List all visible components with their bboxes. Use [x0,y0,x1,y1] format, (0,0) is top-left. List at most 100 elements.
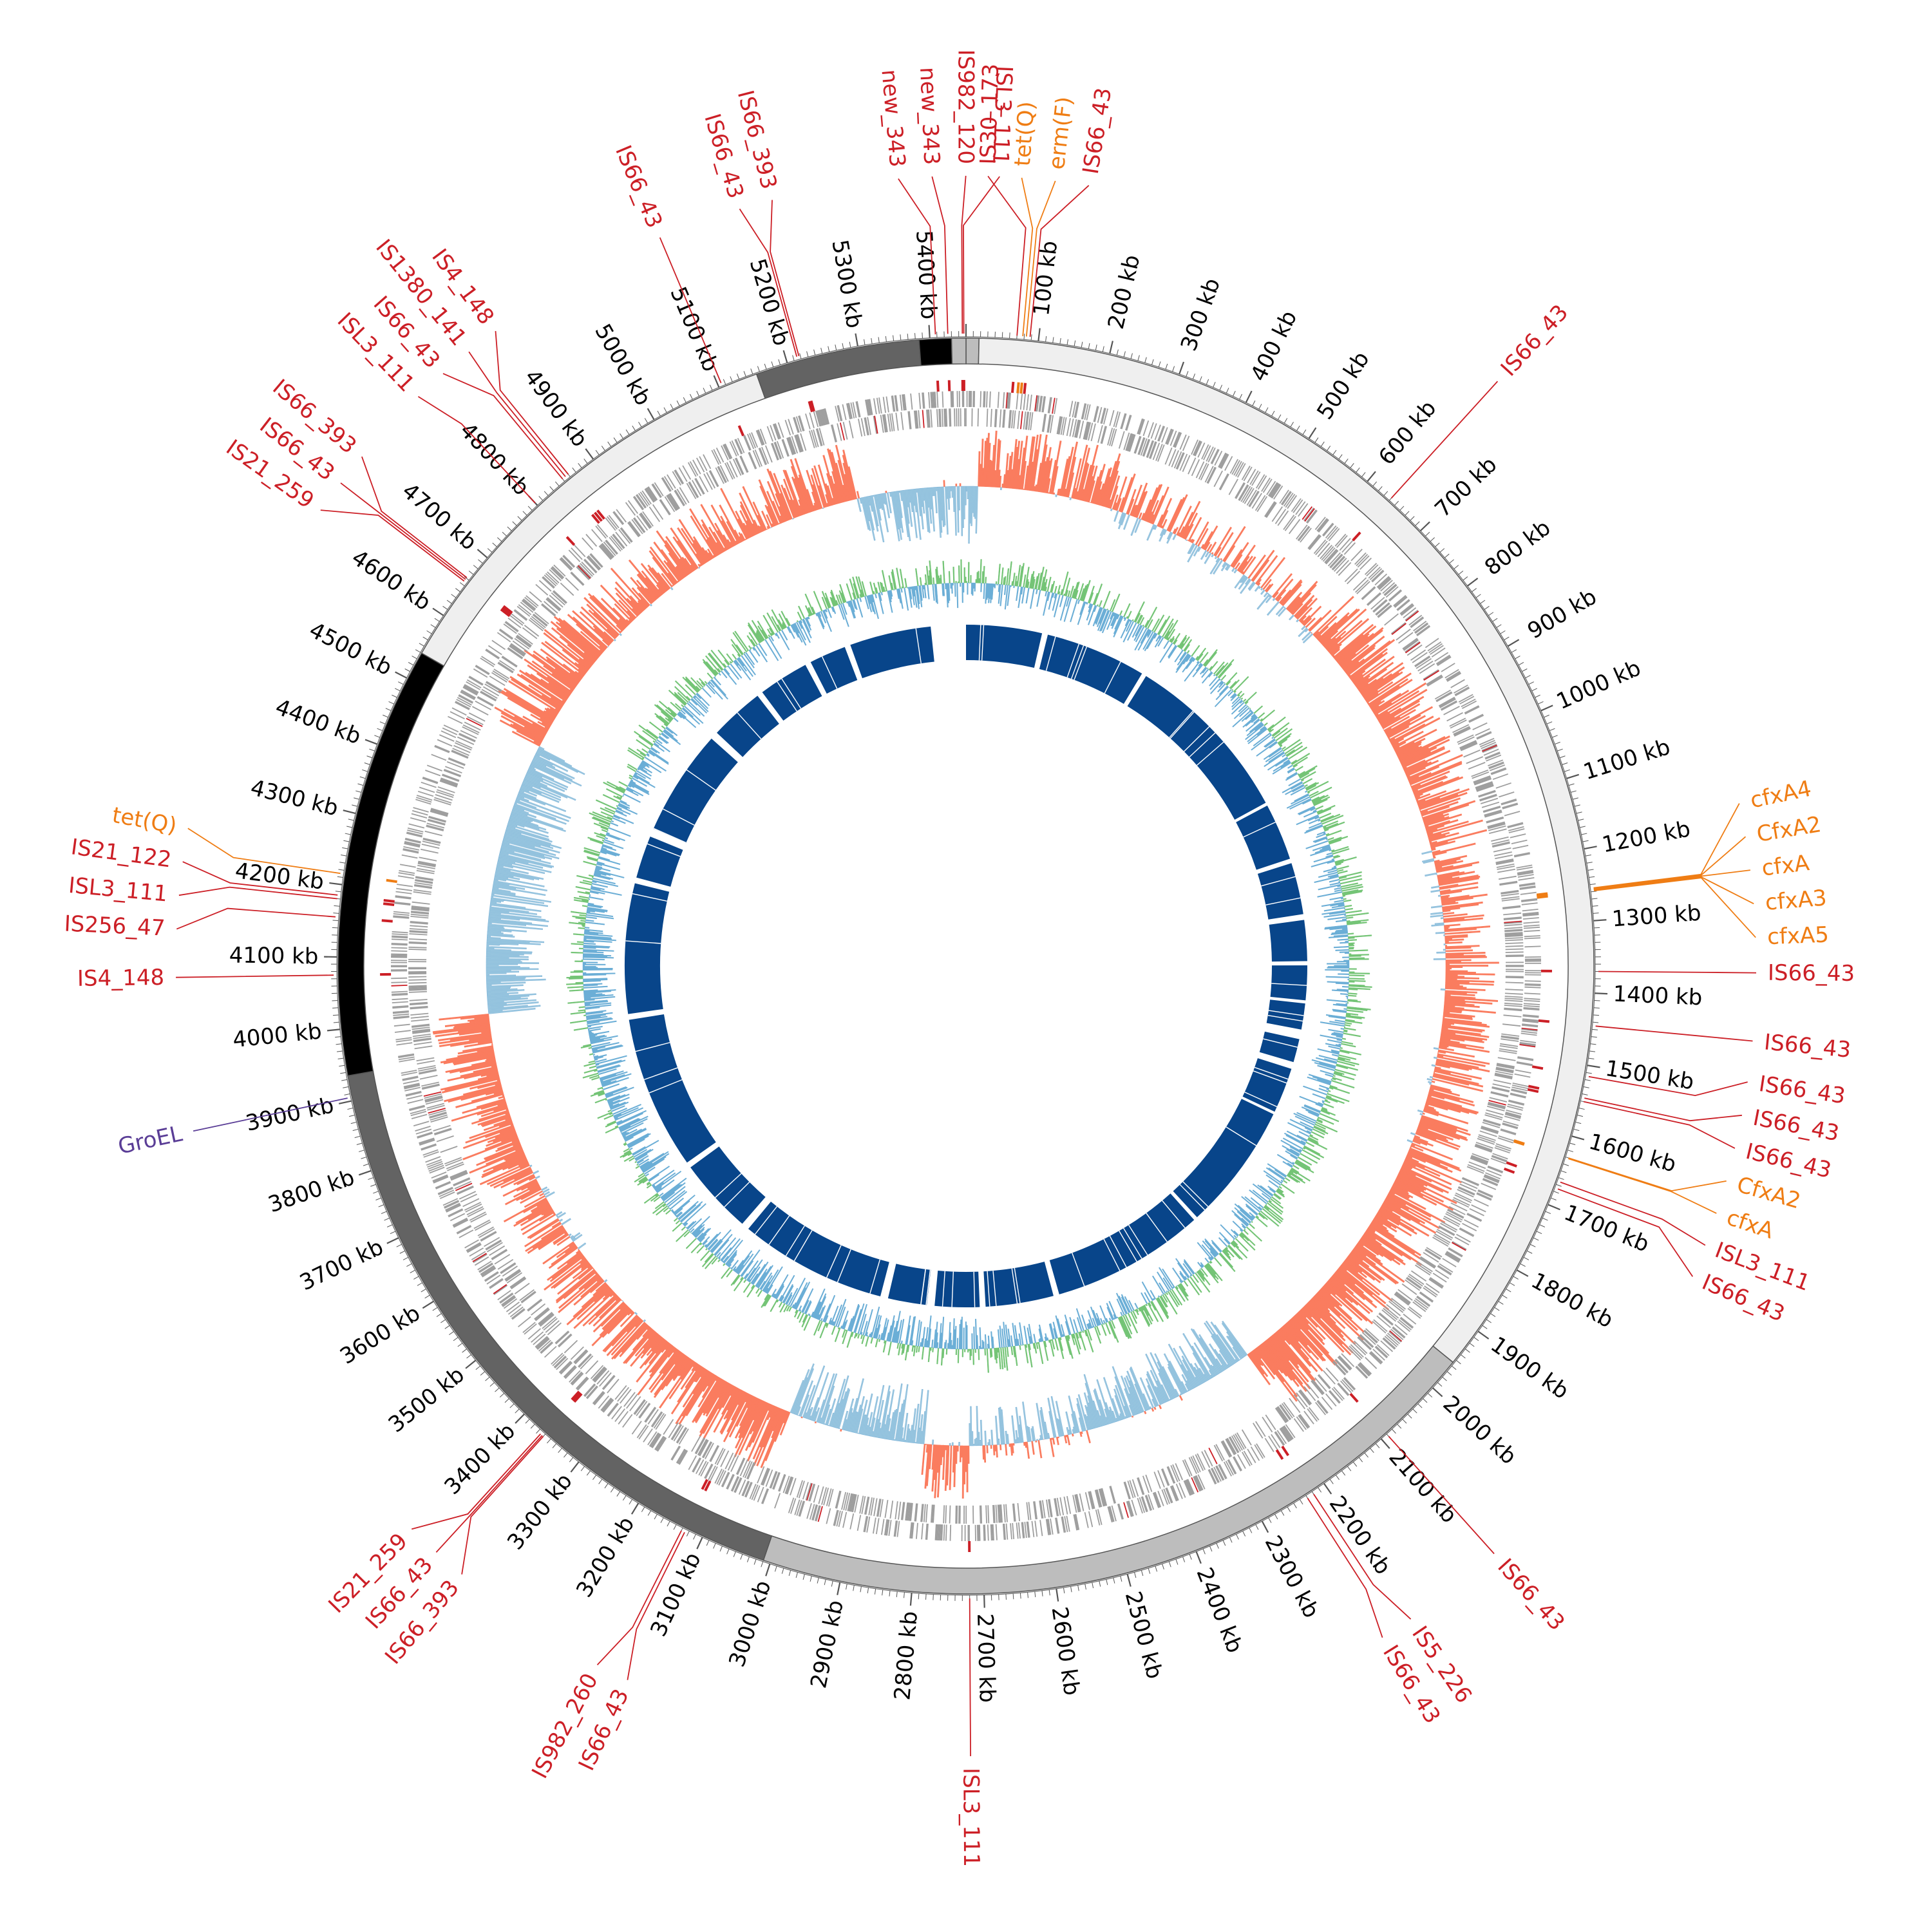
tick-label: 700 kb [1430,452,1502,523]
minor-tick [1500,630,1506,634]
cds-tick [1236,463,1246,478]
cds-tick [1123,432,1130,450]
cds-tick [716,1448,726,1466]
cds-tick [1425,1249,1441,1260]
minor-tick [421,1289,426,1293]
cds-tick [1476,1193,1492,1201]
minor-tick [385,708,392,711]
cds-tick [1201,444,1209,460]
cds-tick [474,1256,489,1266]
cds-tick [553,564,566,577]
cds-tick [1166,1466,1175,1484]
minor-tick [341,1079,348,1081]
cds-tick [477,1260,492,1271]
cds-tick [434,1128,452,1135]
cds-tick [1414,622,1428,633]
cds-tick [1035,395,1039,412]
cds-tick [696,1459,705,1474]
cds-tick [1295,501,1306,515]
major-tick [765,1563,771,1577]
minor-tick [853,1585,855,1591]
minor-tick [1560,1170,1567,1173]
tick-label: 5400 kb [911,229,942,320]
cds-tick [1372,570,1385,583]
is-element-label: new_343 [914,66,944,166]
cds-tick [430,1116,448,1123]
cds-tick [410,1110,427,1117]
annotation-leader [1560,1181,1706,1246]
cds-tick [930,392,933,408]
cds-tick [1446,672,1461,681]
cds-tick [1215,1444,1225,1461]
cds-tick [1142,1496,1148,1512]
cds-tick [511,1278,527,1290]
cds-tick [542,576,555,588]
cds-tick [1307,1408,1318,1422]
minor-tick [455,588,460,592]
cds-tick [1492,839,1510,845]
cds-tick [462,726,479,735]
cds-tick [710,469,719,487]
cds-tick [1503,912,1522,916]
cds-tick [1297,526,1310,541]
homology-gap [715,1173,742,1198]
cds-tick [551,567,564,579]
cds-tick [408,949,427,951]
cds-tick [1484,810,1502,817]
minor-tick [336,1043,342,1045]
cds-tick [1148,422,1154,438]
cds-tick [1227,1459,1236,1475]
tick-label: 3100 kb [645,1549,706,1641]
minor-tick [348,1115,355,1117]
cds-tick [1416,1263,1432,1274]
tick-label: 2000 kb [1438,1391,1522,1470]
cds-tick [409,928,428,931]
cds-tick [1437,1265,1452,1275]
cds-tick [942,391,944,408]
minor-tick [1361,472,1366,477]
cds-tick [677,1427,688,1444]
cds-tick [720,1450,730,1468]
cds-tick [1460,742,1477,750]
cds-tick [645,1407,657,1423]
cds-tick [481,688,498,699]
cds-tick [562,555,575,568]
cds-tick [426,822,445,829]
cds-tick [1516,866,1533,871]
cds-tick [1358,1336,1372,1350]
minor-tick [1442,1376,1447,1381]
cds-tick [1433,1235,1450,1245]
cds-tick [1489,1097,1508,1103]
cds-tick [428,1110,446,1116]
cds-tick [426,826,444,831]
cds-tick [1317,542,1331,558]
cds-tick [506,1302,520,1312]
cds-tick [674,469,685,484]
cds-tick [1521,1028,1538,1032]
minor-tick [1444,553,1450,558]
homology-block [625,883,670,1014]
cds-tick [1354,552,1367,565]
cds-tick [1480,797,1499,804]
cds-tick [759,428,767,444]
cds-tick [715,467,724,484]
cds-tick [1368,1352,1382,1365]
cds-tick [1466,1213,1482,1222]
cds-tick [894,395,898,412]
cds-tick [1438,1226,1455,1236]
cds-tick [1118,431,1125,449]
cds-tick [1510,833,1526,838]
minor-tick [1320,441,1325,447]
cds-tick [721,1472,730,1487]
cds-tick [462,1198,480,1208]
cds-tick [625,502,636,516]
minor-tick [889,1590,891,1596]
tick-label: 5300 kb [826,238,867,330]
tick-label: 3000 kb [724,1577,776,1670]
cds-tick [438,1188,453,1195]
cds-tick [635,495,646,509]
minor-tick [1113,1577,1115,1584]
cds-tick [647,486,658,500]
minor-tick [1558,1177,1564,1180]
cds-tick [1427,676,1443,687]
